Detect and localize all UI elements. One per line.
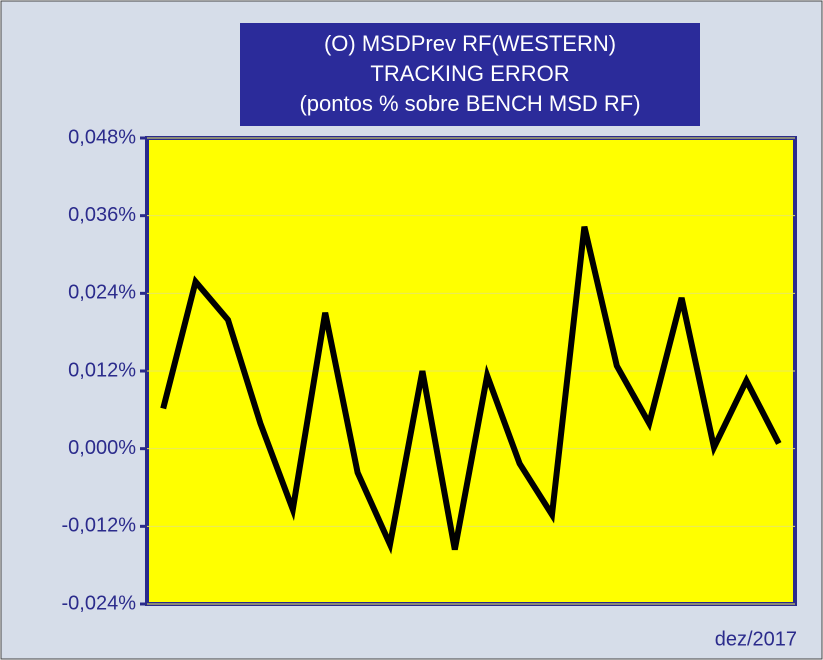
chart-title: (O) MSDPrev RF(WESTERN) — [324, 31, 616, 56]
chart-title: (pontos % sobre BENCH MSD RF) — [299, 91, 640, 116]
y-tick-label: -0,012% — [62, 515, 137, 537]
chart-title: TRACKING ERROR — [370, 61, 569, 86]
title-box — [240, 23, 700, 126]
y-tick-label: 0,012% — [68, 359, 136, 381]
y-tick-label: 0,024% — [68, 282, 136, 304]
data-line — [160, 225, 782, 555]
x-axis-label: dez/2017 — [715, 628, 797, 650]
y-tick-label: 0,000% — [68, 437, 136, 459]
y-tick-label: 0,036% — [68, 204, 136, 226]
y-tick-label: 0,048% — [68, 126, 136, 148]
y-tick-label: -0,024% — [62, 592, 137, 614]
